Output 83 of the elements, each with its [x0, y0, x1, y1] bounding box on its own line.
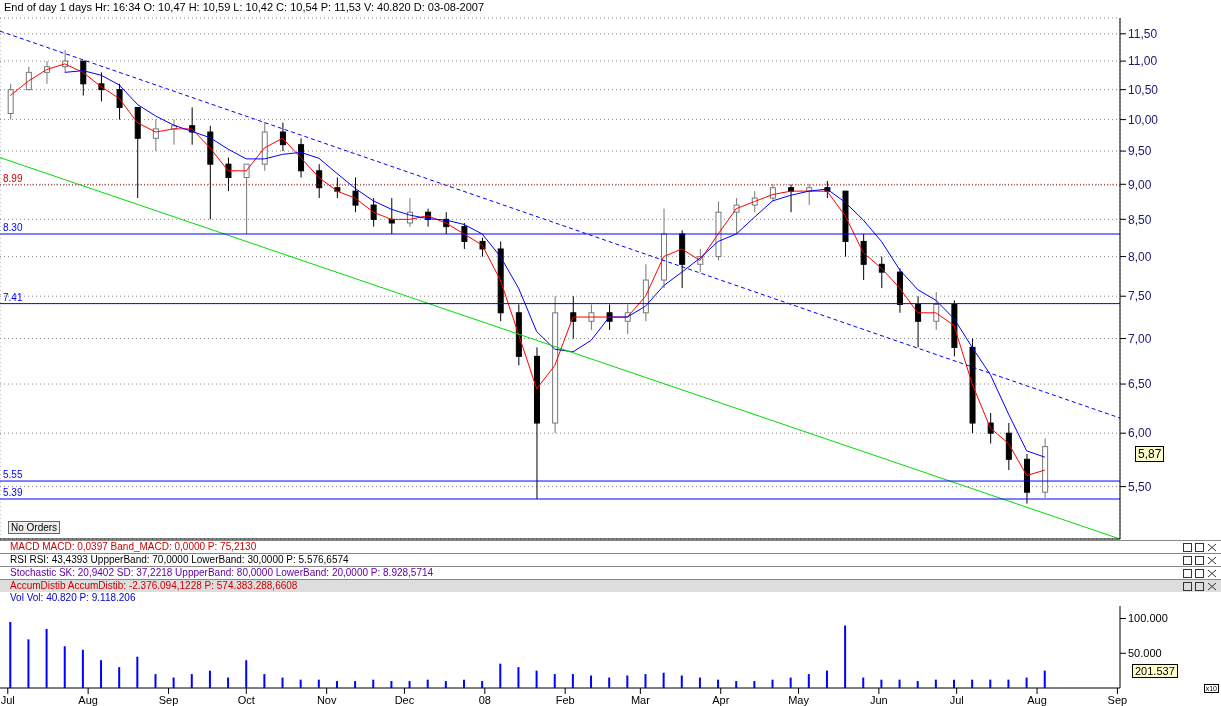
bar — [517, 667, 520, 688]
x-tick-label: Sep — [1107, 693, 1128, 706]
x-tick-label: Oct — [237, 693, 255, 706]
text: AccumDistib AccumDistib: -2.376.094,1228 P: 574.383.288,6608 — [10, 580, 298, 591]
bar — [662, 672, 665, 688]
bar — [190, 674, 193, 688]
bar — [644, 674, 647, 688]
bar — [825, 670, 828, 688]
x-tick-label: Jul — [949, 693, 964, 706]
bar — [571, 674, 574, 688]
annotation: No Orders — [8, 521, 61, 534]
x-tick-label: Jun — [870, 693, 888, 706]
x-tick-label: Aug — [78, 693, 98, 706]
candlestick — [243, 163, 250, 235]
y-tick-label: 11,50 — [1128, 27, 1158, 42]
x-tick-label: Apr — [712, 693, 730, 706]
text: RSI RSI: 43,4393 UppperBand: 70,0000 LowerBand: 30,0000 P: 5.576,6574 — [10, 554, 349, 565]
ref-line-label: 8.99 — [3, 172, 23, 184]
y-tick-label: 8,00 — [1128, 249, 1152, 264]
candlestick — [7, 83, 14, 121]
bar — [9, 621, 12, 688]
bar — [1043, 670, 1046, 688]
bar — [535, 670, 538, 688]
ref-line-label: 5.39 — [3, 487, 23, 498]
text: Stochastic SK: 20,9402 SD: 37,2218 UppperBand: 80,0000 LowerBand: 20,0000 P: 8.928,5714 — [10, 567, 434, 578]
candlestick — [80, 60, 87, 97]
candlestick — [915, 295, 922, 348]
bar — [154, 674, 157, 688]
bar — [844, 625, 847, 688]
ref-line-label: 5.55 — [3, 469, 23, 481]
y-tick-label: 9,50 — [1128, 144, 1152, 159]
bar — [245, 660, 248, 688]
candlestick — [352, 177, 359, 213]
bar — [45, 628, 48, 688]
text: 201.537 — [1132, 664, 1178, 678]
chart-title: End of day 1 days Hr: 16:34 O: 10,47 H: 10,59 L: 10,42 C: 10,54 P: 11,53 V: 40.820 D: 03-08-2007 — [4, 1, 485, 13]
y-tick-label: 9,00 — [1128, 177, 1152, 192]
bar — [553, 674, 556, 688]
bar — [590, 675, 593, 688]
y-tick-label: 100.000 — [1128, 612, 1168, 625]
y-tick-label: 7,00 — [1128, 331, 1152, 346]
y-tick-label: 11,00 — [1128, 54, 1158, 69]
text: MACD MACD: 0,0397 Band_MACD: 0,0000 P: 75,2130 — [10, 541, 257, 552]
bar — [263, 674, 266, 688]
x-tick-label: Nov — [316, 693, 337, 706]
candlestick — [860, 233, 867, 281]
x-tick-label: Mar — [630, 693, 651, 706]
y-tick-label: 10,00 — [1128, 112, 1159, 127]
candlestick — [279, 122, 286, 152]
bar — [807, 674, 810, 688]
x-tick-label: Sep — [158, 693, 179, 706]
candlestick — [933, 291, 940, 331]
y-tick-label: 50.000 — [1128, 647, 1162, 660]
x-tick-label: Feb — [555, 693, 575, 706]
text: Vol Vol: 40.820 P: 9.118.206 — [10, 592, 136, 603]
x-tick-label: Jul — [0, 693, 15, 706]
candlestick — [152, 119, 159, 152]
bar — [680, 675, 683, 688]
bar — [100, 660, 103, 688]
candlestick — [388, 197, 395, 235]
y-tick-label: 8,50 — [1128, 212, 1152, 227]
candlestick — [334, 177, 341, 199]
bar — [626, 675, 629, 688]
bar — [81, 649, 84, 688]
y-tick-label: 6,00 — [1128, 426, 1152, 441]
x-tick-label: 08 — [478, 693, 491, 706]
y-tick-label: 10,50 — [1128, 82, 1159, 97]
bar — [208, 670, 211, 688]
y-tick-label: 6,50 — [1128, 377, 1152, 392]
candlestick — [370, 197, 377, 228]
x-tick-label: Dec — [394, 693, 415, 706]
bar — [499, 663, 502, 688]
x-tick-label: Aug — [1027, 693, 1047, 706]
y-tick-label: 7,50 — [1128, 289, 1152, 304]
x-tick-label: May — [788, 693, 810, 706]
y-tick-label: 5,50 — [1128, 479, 1152, 494]
ref-line-label: 8.30 — [3, 221, 23, 233]
ref-line-label: 7.41 — [3, 291, 23, 303]
bar — [118, 667, 121, 688]
candlestick — [225, 157, 232, 192]
bar — [136, 656, 139, 688]
text: 5,87 — [1135, 446, 1165, 462]
bar — [27, 639, 30, 688]
